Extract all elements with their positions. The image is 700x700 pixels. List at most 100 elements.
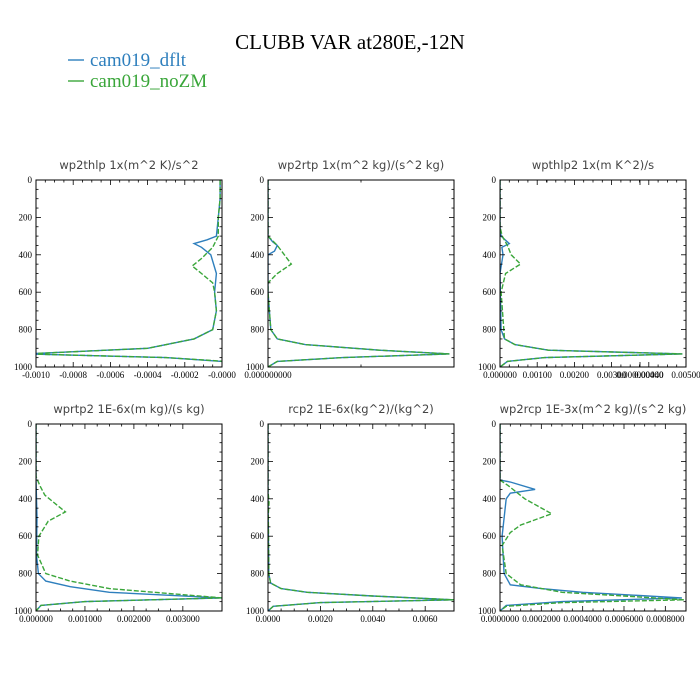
y-tick-label: 200	[251, 212, 265, 222]
series-group	[500, 424, 684, 611]
y-tick-label: 600	[483, 531, 497, 541]
y-tick-label: 600	[251, 287, 265, 297]
x-tick-label: 0.0006000	[605, 614, 644, 624]
y-tick-label: 400	[483, 494, 497, 504]
panel-4: wprtp2 1E-6x(m kg)/(s kg) 0 200 400 600 800 10…	[14, 402, 223, 624]
panel-title: wp2thlp 1x(m^2 K)/s^2	[59, 158, 198, 172]
x-tick-label: 0.0004000	[564, 614, 603, 624]
legend-label-cam019_noZM: cam019_noZM	[90, 71, 207, 92]
x-tick-label: 0.00100	[523, 370, 553, 380]
axis-frame	[499, 423, 687, 612]
axis-frame	[267, 423, 455, 612]
panels: wp2thlp 1x(m^2 K)/s^202004006008001000-0…	[14, 158, 700, 624]
series-line-cam019_noZM	[36, 424, 222, 611]
y-tick-label: 1000	[478, 362, 497, 372]
x-tick-label: -0.0002	[171, 370, 199, 380]
panel-2: wp2rtp 1x(m^2 kg)/(s^2 kg) 0 200 400 600 800 1…	[244, 158, 664, 380]
axis-frame	[35, 423, 223, 612]
x-tick-label: 0.003000	[166, 614, 200, 624]
panel-title: rcp2 1E-6x(kg^2)/(kg^2)	[288, 402, 434, 416]
x-tick-label: -0.0010	[22, 370, 50, 380]
series-group	[500, 180, 683, 367]
y-tick-label: 1000	[246, 362, 265, 372]
x-tick-label: 0.00200	[560, 370, 590, 380]
x-tick-label: 0.00300	[597, 370, 627, 380]
panel-title: wp2rtp 1x(m^2 kg)/(s^2 kg)	[278, 158, 445, 172]
x-tick-label: 0.0000000	[481, 614, 520, 624]
x-tick-label: 0.000000000	[244, 370, 292, 380]
x-tick-label: -0.0004	[134, 370, 162, 380]
panel-title: wprtp2 1E-6x(m kg)/(s kg)	[53, 402, 204, 416]
panel-title: wp2rcp 1E-3x(m^2 kg)/(s^2 kg)	[500, 402, 687, 416]
x-tick-label: 0.0002000	[522, 614, 561, 624]
y-tick-label: 400	[19, 250, 33, 260]
series-line-cam019_dflt	[36, 180, 222, 363]
x-tick-label: -0.0008	[59, 370, 87, 380]
x-tick-label: 0.00400	[634, 370, 664, 380]
y-tick-label: 600	[19, 287, 33, 297]
y-tick-label: 1000	[14, 362, 33, 372]
panel-6: wp2rcp 1E-3x(m^2 kg)/(s^2 kg)0 200 400 600 8…	[478, 402, 687, 624]
y-tick-label: 600	[19, 531, 33, 541]
y-tick-label: 0	[492, 175, 497, 185]
y-tick-label: 400	[251, 250, 265, 260]
y-tick-label: 800	[19, 325, 33, 335]
panel-title: wpthlp2 1x(m K^2)/s	[532, 158, 654, 172]
y-tick-label: 400	[251, 494, 265, 504]
x-tick-label: 0.00500	[671, 370, 700, 380]
x-tick-label: 0.000000040	[616, 370, 664, 380]
series-line-cam019_noZM	[268, 180, 450, 367]
y-tick-label: 1000	[14, 606, 33, 616]
y-tick-label: 200	[19, 456, 33, 466]
y-tick-label: 800	[251, 569, 265, 579]
y-tick-label: 400	[483, 250, 497, 260]
series-group	[36, 424, 222, 611]
x-tick-label: 0.002000	[117, 614, 151, 624]
y-tick-label: 0	[260, 175, 265, 185]
series-line-cam019_dflt	[36, 424, 222, 611]
y-tick-label: 0	[260, 419, 265, 429]
y-tick-label: 200	[483, 456, 497, 466]
series-group	[268, 180, 450, 367]
series-group	[36, 180, 222, 363]
y-tick-label: 1000	[246, 606, 265, 616]
y-tick-label: 800	[251, 325, 265, 335]
y-tick-label: 200	[19, 212, 33, 222]
x-tick-label: 0.0040	[360, 614, 385, 624]
series-line-cam019_dflt	[500, 424, 682, 611]
series-line-cam019_noZM	[500, 180, 683, 367]
axis-frame	[499, 179, 687, 368]
panel-1: wp2thlp 1x(m^2 K)/s^202004006008001000-0…	[14, 158, 236, 380]
series-line-cam019_noZM	[36, 180, 222, 362]
series-group	[268, 424, 454, 611]
axis-frame	[267, 179, 455, 368]
x-tick-label: 0.000000	[19, 614, 53, 624]
x-tick-label: -0.0006	[97, 370, 125, 380]
x-tick-label: 0.001000	[68, 614, 102, 624]
x-tick-label: 0.0000	[256, 614, 281, 624]
x-tick-label: 0.0020	[308, 614, 333, 624]
y-tick-label: 800	[19, 569, 33, 579]
panel-5: rcp2 1E-6x(kg^2)/(kg^2) 0 200 400 600 800 1000…	[246, 402, 455, 624]
x-tick-label: 0.0008000	[646, 614, 685, 624]
y-tick-label: 0	[492, 419, 497, 429]
series-line-cam019_dflt	[500, 180, 683, 367]
y-tick-label: 800	[483, 569, 497, 579]
y-tick-label: 600	[251, 531, 265, 541]
series-line-cam019_dflt	[268, 180, 450, 367]
series-line-cam019_noZM	[268, 424, 454, 611]
panel-3: wpthlp2 1x(m K^2)/s020040060080010000.00…	[478, 158, 700, 380]
y-tick-label: 800	[483, 325, 497, 335]
y-tick-label: 1000	[478, 606, 497, 616]
y-tick-label: 200	[483, 212, 497, 222]
x-tick-label: -0.0000	[208, 370, 236, 380]
series-line-cam019_noZM	[500, 424, 684, 611]
y-tick-label: 600	[483, 287, 497, 297]
figure-title: CLUBB VAR at280E,-12N	[235, 30, 465, 54]
y-tick-label: 200	[251, 456, 265, 466]
x-tick-label: 0.000000	[483, 370, 517, 380]
y-tick-label: 400	[19, 494, 33, 504]
series-line-cam019_dflt	[268, 424, 454, 611]
